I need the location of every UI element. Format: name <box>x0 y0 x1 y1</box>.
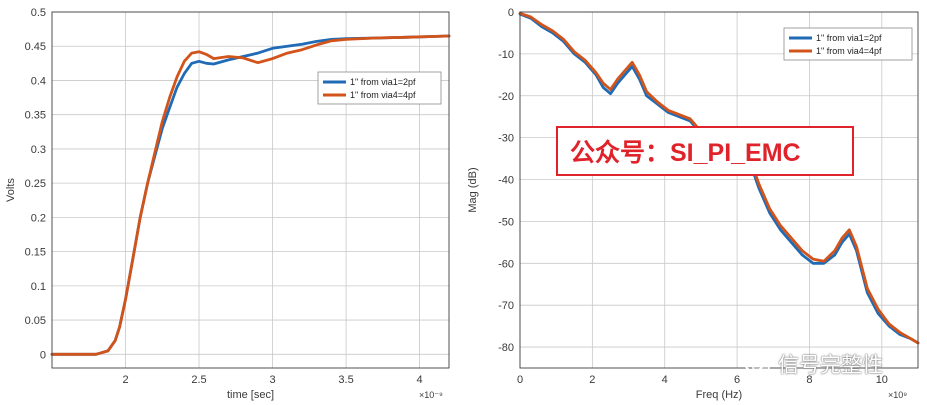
y-tick-label: 0.5 <box>31 7 46 19</box>
x-tick-label: 2 <box>589 374 595 386</box>
wechat-icon <box>743 352 770 375</box>
legend-entry-1: 1" from via1=2pf <box>350 77 416 87</box>
plot-area <box>52 12 449 368</box>
x-tick-label: 4 <box>417 374 423 386</box>
legend-box <box>317 71 442 105</box>
y-tick-label: 0.1 <box>31 281 46 293</box>
y-tick-label: -20 <box>498 91 514 103</box>
y-tick-label: 0.2 <box>31 212 46 224</box>
y-tick-label: 0.15 <box>25 247 46 259</box>
y-tick-label: 0.4 <box>31 75 46 87</box>
y-axis-label: Mag (dB) <box>467 167 479 212</box>
x-axis-label: time [sec] <box>227 389 274 401</box>
watermark: 信号完整性 <box>742 346 883 382</box>
plot-area <box>520 12 918 368</box>
legend-entry-2: 1" from via4=4pf <box>350 90 416 100</box>
x-tick-label: 6 <box>734 374 740 386</box>
y-tick-label: 0.45 <box>25 41 46 53</box>
y-tick-label: -80 <box>498 342 514 354</box>
watermark-text: 信号完整性 <box>778 354 883 377</box>
plot-frame <box>519 11 919 369</box>
y-tick-label: 0.25 <box>25 178 46 190</box>
x-exponent-label: ×10⁻⁹ <box>419 390 443 400</box>
overlay-label-text: 公众号：SI_PI_EMC <box>570 139 801 167</box>
y-tick-label: 0.05 <box>25 315 46 327</box>
legend-entry-2: 1" from via4=4pf <box>816 46 882 56</box>
x-tick-label: 3.5 <box>338 374 353 386</box>
legend-entry-1: 1" from via1=2pf <box>816 33 882 43</box>
x-tick-label: 3 <box>269 374 275 386</box>
x-tick-label: 8 <box>806 374 812 386</box>
y-tick-label: -60 <box>498 258 514 270</box>
y-tick-label: -70 <box>498 300 514 312</box>
x-tick-label: 2.5 <box>191 374 206 386</box>
y-axis-label: Volts <box>5 178 17 202</box>
y-tick-label: -30 <box>498 133 514 145</box>
y-tick-label: -10 <box>498 49 514 61</box>
y-tick-label: -40 <box>498 175 514 187</box>
x-tick-label: 4 <box>662 374 668 386</box>
x-tick-label: 10 <box>876 374 888 386</box>
x-tick-label: 2 <box>122 374 128 386</box>
y-tick-label: 0.35 <box>25 110 46 122</box>
x-tick-label: 0 <box>517 374 523 386</box>
y-tick-label: 0 <box>508 7 514 19</box>
series-line-2 <box>50 34 451 356</box>
time-domain-chart: 2 2.5 3 3.5 4 0 0.05 0.1 0.15 0.2 0.25 0.3 0.35 0.4 0.… <box>5 7 451 401</box>
y-tick-label: 0 <box>40 349 46 361</box>
x-exponent-label: ×10⁹ <box>888 390 907 400</box>
legend-box <box>783 27 913 61</box>
y-tick-label: -50 <box>498 216 514 228</box>
y-tick-label: 0.3 <box>31 144 46 156</box>
plot-frame <box>51 11 450 369</box>
x-axis-label: Freq (Hz) <box>696 389 742 401</box>
overlay-label-box: 公众号：SI_PI_EMC <box>556 126 854 176</box>
frequency-domain-chart: 0 2 4 6 8 10 0 -10 -20 -30 -40 -50 -60 -70 -80 Freq (Hz… <box>467 7 920 401</box>
